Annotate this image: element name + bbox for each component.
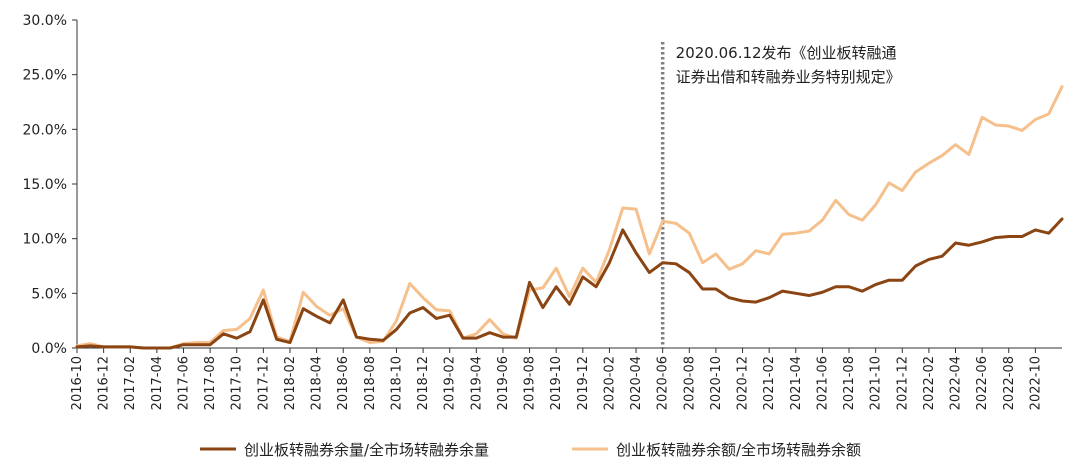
y-tick-label: 20.0%: [23, 122, 67, 138]
x-tick-label: 2017-06: [176, 356, 191, 410]
x-tick-label: 2018-02: [283, 356, 298, 410]
x-tick-label: 2020-06: [656, 356, 671, 410]
x-tick-label: 2021-06: [815, 356, 830, 410]
x-tick-label: 2018-04: [310, 356, 325, 410]
x-tick-label: 2018-08: [363, 356, 378, 410]
series-line-2: [75, 85, 1064, 350]
y-tick-label: 15.0%: [23, 177, 67, 193]
series-line-1: [75, 217, 1064, 350]
x-tick-label: 2020-04: [629, 356, 644, 410]
x-tick-label: 2016-10: [70, 356, 85, 410]
legend-label-series-2: 创业板转融券余额/全市场转融券余额: [616, 441, 861, 459]
x-axis: 2016-10 2016-12 2017-02 2017-04 2017-06 2017-…: [70, 347, 1062, 410]
legend: 创业板转融券余量/全市场转融券余量 创业板转融券余额/全市场转融券余额: [200, 441, 861, 459]
x-tick-label: 2017-08: [203, 356, 218, 410]
x-tick-label: 2021-08: [842, 356, 857, 410]
x-tick-label: 2019-04: [469, 356, 484, 410]
x-tick-label: 2020-02: [602, 356, 617, 410]
x-tick-label: 2019-08: [523, 356, 538, 410]
x-tick-label: 2022-08: [1002, 356, 1017, 410]
x-tick-label: 2022-10: [1028, 356, 1043, 410]
y-tick-label: 10.0%: [23, 232, 67, 248]
x-tick-label: 2021-02: [762, 356, 777, 410]
x-tick-label: 2018-12: [416, 356, 431, 410]
annotation-text-line-1: 2020.06.12发布《创业板转融通: [676, 44, 897, 62]
x-tick-label: 2019-06: [496, 356, 511, 410]
x-tick-label: 2017-04: [150, 356, 165, 410]
x-tick-label: 2021-10: [869, 356, 884, 410]
x-tick-label: 2022-02: [922, 356, 937, 410]
legend-label-series-1: 创业板转融券余量/全市场转融券余量: [244, 441, 489, 459]
x-tick-label: 2020-08: [682, 356, 697, 410]
annotation: 2020.06.12发布《创业板转融通 证券出借和转融券业务特别规定》: [660, 42, 901, 348]
y-tick-label: 30.0%: [23, 13, 67, 29]
x-tick-label: 2021-04: [789, 356, 804, 410]
y-tick-label: 0.0%: [31, 341, 67, 357]
y-tick-label: 25.0%: [23, 68, 67, 84]
x-tick-label: 2018-06: [336, 356, 351, 410]
x-tick-label: 2019-12: [576, 356, 591, 410]
y-tick-label: 5.0%: [31, 286, 67, 302]
x-tick-label: 2022-04: [949, 356, 964, 410]
x-tick-label: 2020-12: [736, 356, 751, 410]
x-tick-label: 2019-02: [443, 356, 458, 410]
x-tick-label: 2016-12: [97, 356, 112, 410]
x-tick-label: 2017-12: [256, 356, 271, 410]
x-tick-label: 2017-02: [123, 356, 138, 410]
x-tick-label: 2020-10: [709, 356, 724, 410]
x-tick-label: 2018-10: [389, 356, 404, 410]
x-tick-label: 2017-10: [230, 356, 245, 410]
series-layer: [75, 85, 1064, 350]
x-tick-label: 2019-10: [549, 356, 564, 410]
x-tick-label: 2022-06: [975, 356, 990, 410]
y-axis: 0.0% 5.0% 10.0% 15.0% 20.0% 25.0% 30.0%: [23, 13, 78, 357]
annotation-text-line-2: 证券出借和转融券业务特别规定》: [676, 68, 901, 86]
x-tick-label: 2021-12: [895, 356, 910, 410]
